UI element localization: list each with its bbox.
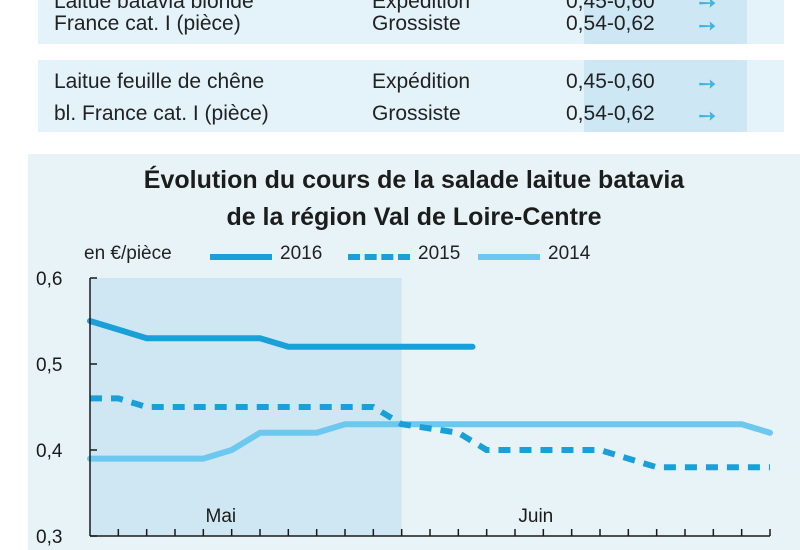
product-name: Laitue batavia blonde [54, 0, 254, 13]
legend-swatch-2015 [348, 254, 410, 260]
market-type: Grossiste [372, 102, 461, 125]
y-tick-label: 0,6 [36, 269, 62, 290]
series-line-2015 [90, 395, 770, 471]
product-name: bl. France cat. I (pièce) [54, 102, 269, 125]
price-column [584, 60, 747, 132]
y-tick-label: 0,3 [36, 527, 62, 548]
price-table-group-2 [38, 60, 784, 132]
series-line-2014 [87, 421, 773, 462]
legend-swatch-2014 [478, 254, 540, 260]
month-label: Juin [518, 506, 553, 527]
right-arrow-icon: ➙ [698, 13, 717, 38]
series-line-2016 [87, 318, 476, 350]
chart-title-line-2: de la région Val de Loire-Centre [226, 203, 602, 231]
right-arrow-icon: ➙ [698, 103, 717, 128]
legend-label-2016: 2016 [280, 243, 323, 264]
product-name: Laitue feuille de chêne [54, 70, 265, 93]
price-column [584, 0, 747, 44]
legend-swatch-2016 [210, 254, 272, 260]
right-arrow-icon: ➙ [698, 71, 717, 96]
y-tick-label: 0,5 [36, 355, 62, 376]
price-range: 0,54-0,62 [566, 12, 655, 35]
unit-label: en €/pièce [84, 243, 172, 264]
price-range: 0,54-0,62 [566, 102, 655, 125]
market-type: Expédition [372, 0, 471, 13]
product-name: France cat. I (pièce) [54, 12, 241, 35]
legend-label-2014: 2014 [548, 243, 591, 264]
market-type: Grossiste [372, 12, 461, 35]
legend-label-2015: 2015 [418, 243, 461, 264]
y-tick-label: 0,4 [36, 441, 63, 462]
market-type: Expédition [372, 70, 471, 93]
price-range: 0,45-0,60 [566, 70, 655, 93]
price-table-group-1 [38, 0, 784, 44]
month-label: Mai [206, 506, 237, 527]
right-arrow-icon: ➙ [698, 0, 717, 15]
price-range: 0,45-0,60 [566, 0, 655, 13]
chart-title-line-1: Évolution du cours de la salade laitue b… [143, 166, 685, 194]
